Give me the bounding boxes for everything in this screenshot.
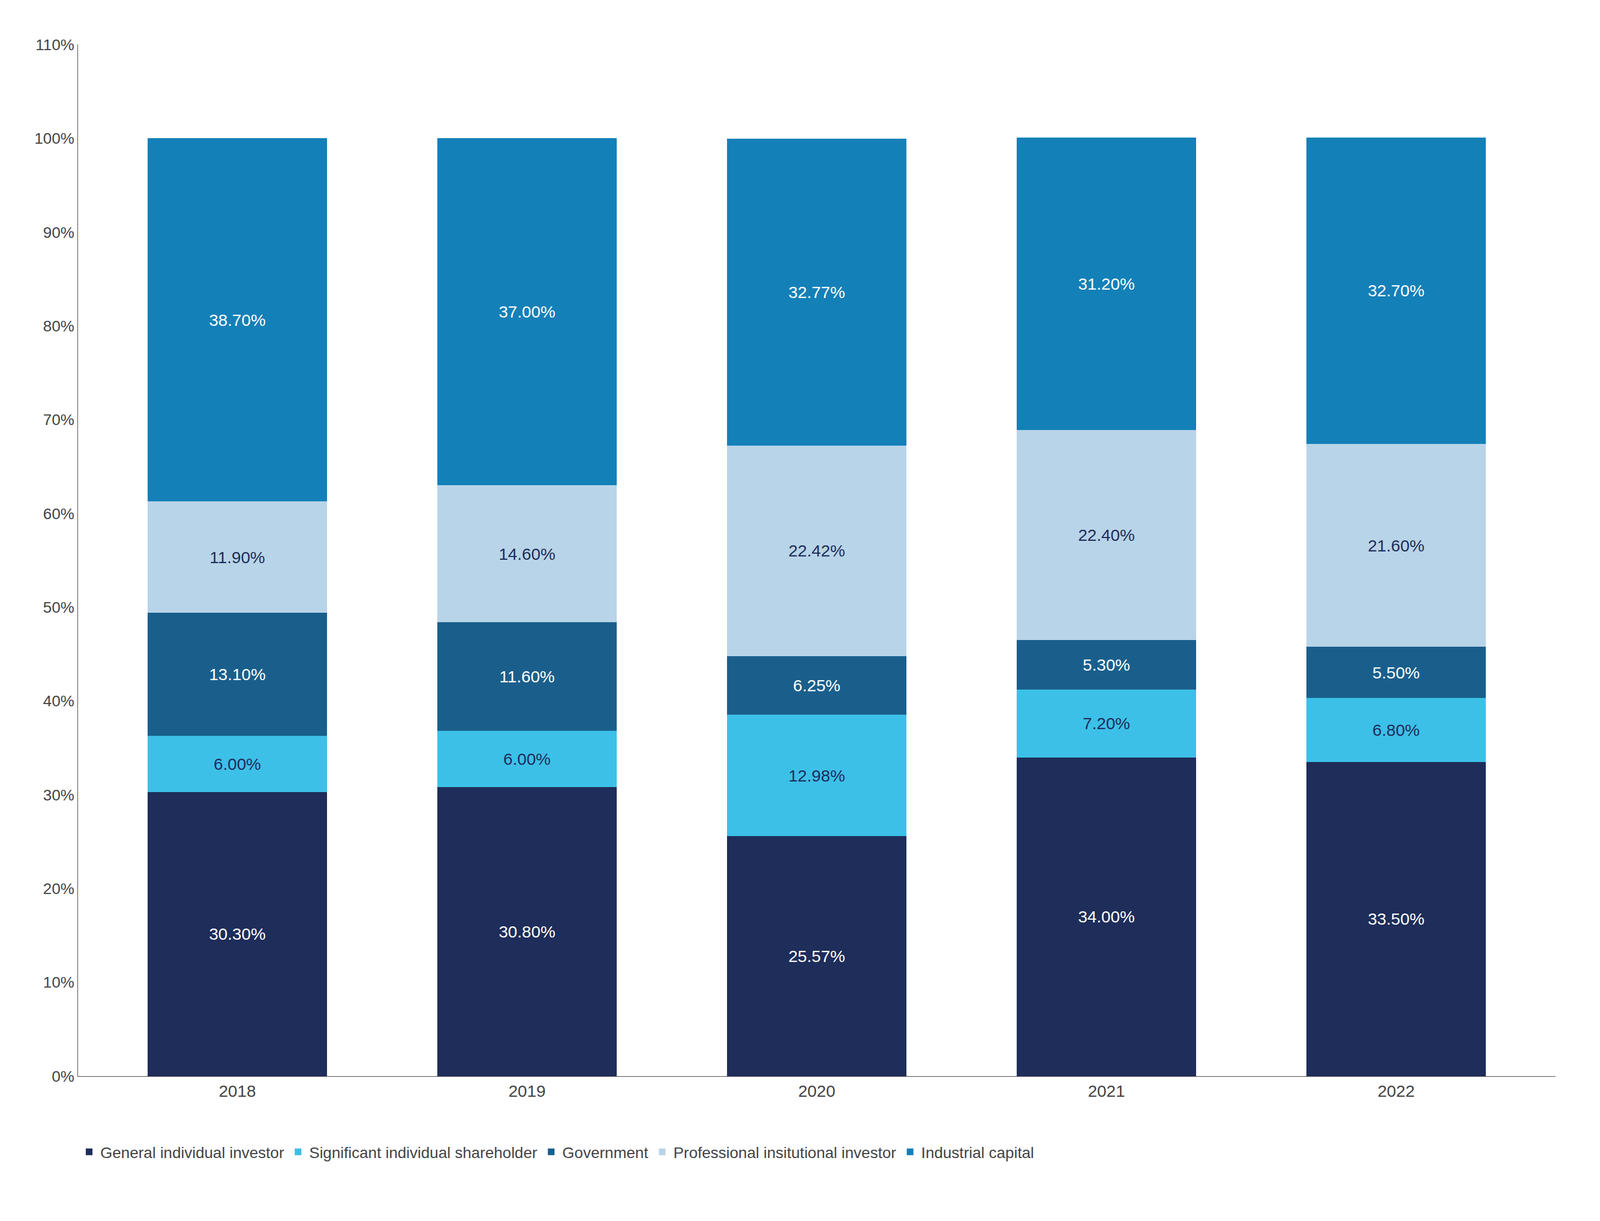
svg-text:32.70%: 32.70% xyxy=(1367,281,1425,300)
svg-text:5.30%: 5.30% xyxy=(1082,655,1130,675)
svg-text:Industrial capital: Industrial capital xyxy=(921,1144,1034,1162)
svg-text:12.98%: 12.98% xyxy=(788,766,846,785)
svg-text:Professional insitutional inve: Professional insitutional investor xyxy=(673,1144,897,1162)
svg-text:6.00%: 6.00% xyxy=(213,754,261,774)
svg-text:13.10%: 13.10% xyxy=(208,665,266,684)
svg-text:Significant individual shareho: Significant individual shareholder xyxy=(309,1144,538,1162)
svg-text:38.70%: 38.70% xyxy=(208,310,266,330)
svg-text:22.42%: 22.42% xyxy=(788,541,846,560)
svg-text:33.50%: 33.50% xyxy=(1367,909,1425,929)
svg-text:Government: Government xyxy=(562,1144,648,1162)
svg-text:60%: 60% xyxy=(42,505,75,523)
svg-text:11.90%: 11.90% xyxy=(209,548,266,567)
svg-text:110%: 110% xyxy=(35,36,75,54)
svg-text:6.80%: 6.80% xyxy=(1372,720,1420,740)
svg-text:General individual investor: General individual investor xyxy=(100,1144,285,1162)
svg-text:20%: 20% xyxy=(42,880,75,898)
svg-text:70%: 70% xyxy=(42,411,75,429)
svg-text:2018: 2018 xyxy=(218,1081,257,1101)
svg-text:6.00%: 6.00% xyxy=(503,749,551,769)
svg-text:90%: 90% xyxy=(42,223,75,242)
svg-text:80%: 80% xyxy=(42,317,75,335)
svg-text:34.00%: 34.00% xyxy=(1077,907,1135,926)
svg-text:30.30%: 30.30% xyxy=(208,924,266,944)
svg-text:25.57%: 25.57% xyxy=(788,947,846,966)
svg-text:32.77%: 32.77% xyxy=(788,283,846,302)
svg-text:6.25%: 6.25% xyxy=(792,676,841,695)
svg-text:50%: 50% xyxy=(42,598,75,617)
svg-text:7.20%: 7.20% xyxy=(1082,714,1130,733)
svg-text:21.60%: 21.60% xyxy=(1367,536,1425,555)
svg-text:2020: 2020 xyxy=(798,1081,836,1101)
svg-text:30.80%: 30.80% xyxy=(498,922,556,941)
svg-text:0%: 0% xyxy=(51,1067,75,1086)
svg-text:2021: 2021 xyxy=(1088,1081,1126,1101)
svg-text:37.00%: 37.00% xyxy=(498,302,556,321)
svg-text:30%: 30% xyxy=(42,786,75,804)
svg-text:10%: 10% xyxy=(42,973,75,992)
svg-text:2022: 2022 xyxy=(1377,1081,1416,1101)
svg-text:2019: 2019 xyxy=(508,1081,546,1101)
svg-text:5.50%: 5.50% xyxy=(1372,663,1420,682)
svg-text:11.60%: 11.60% xyxy=(499,667,555,686)
svg-text:14.60%: 14.60% xyxy=(498,544,556,564)
svg-text:22.40%: 22.40% xyxy=(1077,525,1135,545)
svg-text:31.20%: 31.20% xyxy=(1077,274,1135,294)
svg-text:100%: 100% xyxy=(34,129,75,148)
svg-text:40%: 40% xyxy=(42,692,75,710)
